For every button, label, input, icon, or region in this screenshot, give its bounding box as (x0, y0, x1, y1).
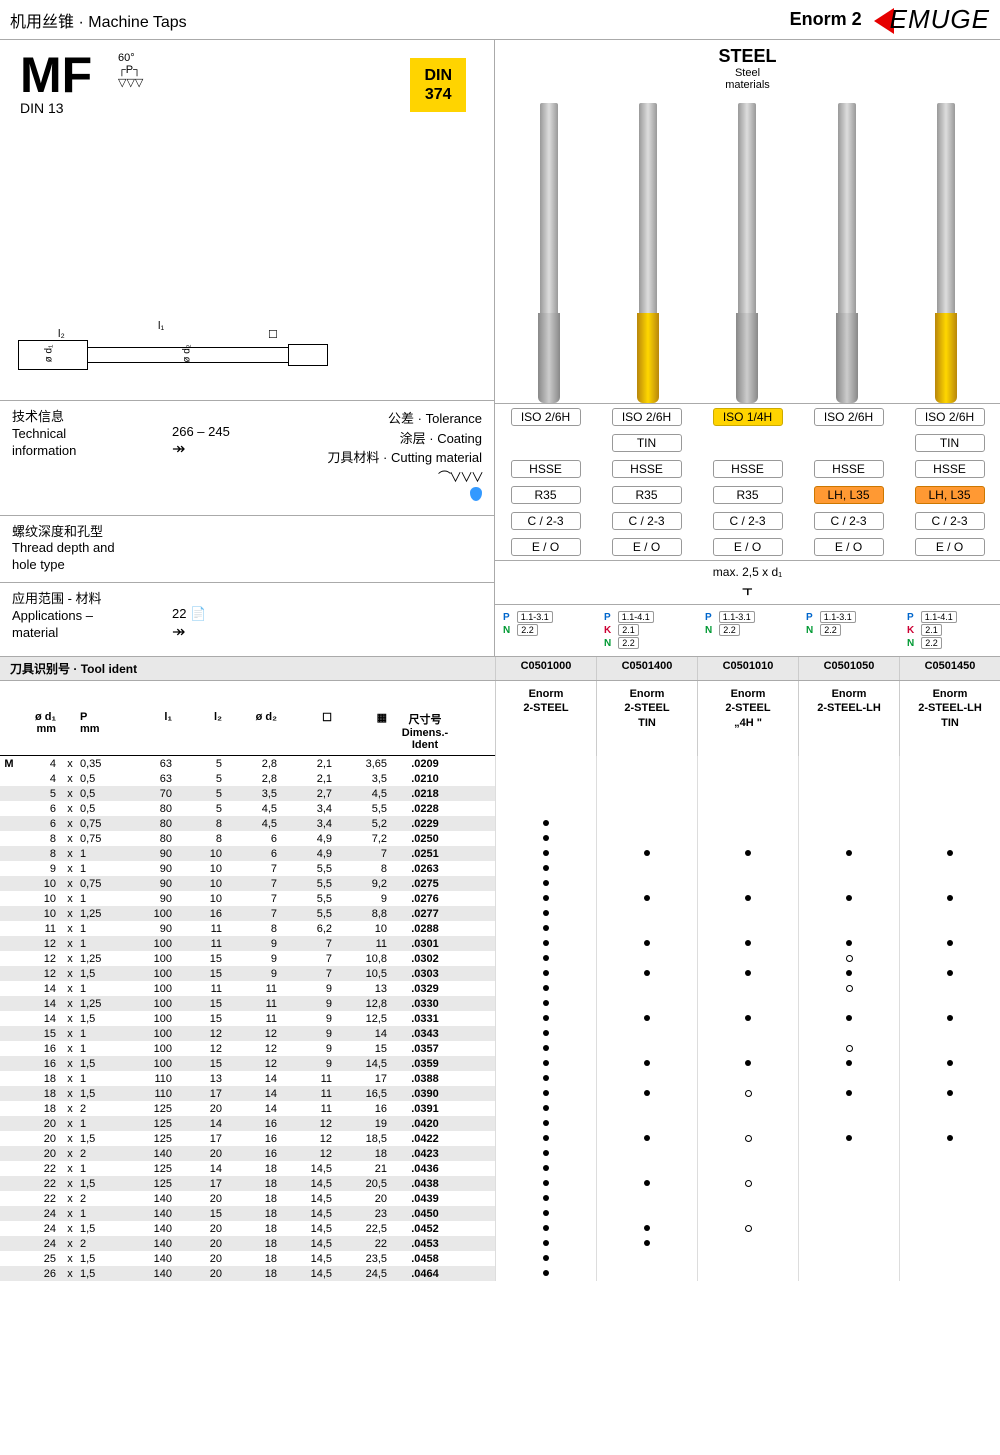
table-row: 25x1,5 14020 1814,5 23,5.0458 (0, 1251, 495, 1266)
table-row: 20x1,5 12517 1612 18,5.0422 (0, 1131, 495, 1146)
table-row: 26x1,5 14020 1814,5 24,5.0464 (0, 1266, 495, 1281)
table-row: 20x2 14020 1612 18.0423 (0, 1146, 495, 1161)
table-row: 20x1 12514 1612 19.0420 (0, 1116, 495, 1131)
table-row: 15x1 10012 129 14.0343 (0, 1026, 495, 1041)
table-row: 12x1,25 10015 97 10,8.0302 (0, 951, 495, 966)
din-badge: DIN374 (410, 58, 466, 112)
coolant-icon (470, 487, 482, 501)
spec-grid: ISO 2/6HISO 2/6HISO 1/4HISO 2/6HISO 2/6H… (495, 403, 1000, 560)
table-row: 8x1 9010 64,9 7.0251 (0, 846, 495, 861)
table-row: 11x1 9011 86,2 10.0288 (0, 921, 495, 936)
applications-row: 应用范围 - 材料 Applications – material 22 📄 ↠ (0, 582, 494, 650)
brand-logo: EMUGE (874, 4, 990, 35)
table-row: 14x1,25 10015 119 12,8.0330 (0, 996, 495, 1011)
steel-header: STEEL Steelmaterials (495, 40, 1000, 93)
table-row: 24x1 14015 1814,5 23.0450 (0, 1206, 495, 1221)
table-row: 6x0,75 808 4,53,4 5,2.0229 (0, 816, 495, 831)
table-row: 24x1,5 14020 1814,5 22,5.0452 (0, 1221, 495, 1236)
table-row: 16x1 10012 129 15.0357 (0, 1041, 495, 1056)
data-table-body: M 4x0,35 635 2,82,1 3,65.0209 4x0,5 635 … (0, 756, 495, 1281)
tap-image (803, 103, 891, 403)
tap-image (505, 103, 593, 403)
table-row: 16x1,5 10015 129 14,5.0359 (0, 1056, 495, 1071)
table-row: 12x1 10011 97 11.0301 (0, 936, 495, 951)
tech-info-row: 技术信息 Technical information 266 – 245 ↠ 公… (0, 400, 494, 515)
table-row: 22x2 14020 1814,5 20.0439 (0, 1191, 495, 1206)
thread-depth-row: 螺纹深度和孔型 Thread depth and hole type (0, 515, 494, 583)
mf-block: 60°┌P┐▽▽▽ MF DIN 13 DIN374 l₁ l₂ ☐ ø d₁ … (0, 40, 494, 400)
tap-image (604, 103, 692, 403)
table-row: 24x2 14020 1814,5 22.0453 (0, 1236, 495, 1251)
table-row: 18x1 11013 1411 17.0388 (0, 1071, 495, 1086)
tap-images-row (495, 93, 1000, 403)
table-header: ø d₁mm Pmm l₁ l₂ ø d₂ ☐ ▦ 尺寸号Dimens.-Ide… (0, 681, 495, 756)
table-row: 10x1 9010 75,5 9.0276 (0, 891, 495, 906)
availability-grid (495, 756, 1000, 1281)
series-name-row: ø d₁mm Pmm l₁ l₂ ø d₂ ☐ ▦ 尺寸号Dimens.-Ide… (0, 680, 1000, 756)
table-row: M 4x0,35 635 2,82,1 3,65.0209 (0, 756, 495, 771)
mf-title: MF (20, 50, 474, 100)
table-row: 14x1 10011 119 13.0329 (0, 981, 495, 996)
table-row: 22x1,5 12517 1814,5 20,5.0438 (0, 1176, 495, 1191)
table-row: 10x1,25 10016 75,5 8,8.0277 (0, 906, 495, 921)
header-title: 机用丝锥 · Machine Taps (10, 8, 187, 32)
table-row: 22x1 12514 1814,5 21.0436 (0, 1161, 495, 1176)
table-row: 10x0,75 9010 75,5 9,2.0275 (0, 876, 495, 891)
table-row: 5x0,5 705 3,52,7 4,5.0218 (0, 786, 495, 801)
tap-image (902, 103, 990, 403)
table-row: 18x2 12520 1411 16.0391 (0, 1101, 495, 1116)
max-depth-note: max. 2,5 x d₁ ⫟ (495, 560, 1000, 604)
table-row: 14x1,5 10015 119 12,5.0331 (0, 1011, 495, 1026)
table-row: 4x0,5 635 2,82,1 3,5.0210 (0, 771, 495, 786)
table-row: 9x1 9010 75,5 8.0263 (0, 861, 495, 876)
table-row: 6x0,5 805 4,53,4 5,5.0228 (0, 801, 495, 816)
table-row: 12x1,5 10015 97 10,5.0303 (0, 966, 495, 981)
tap-diagram: l₁ l₂ ☐ ø d₁ ø d₂ (18, 300, 476, 390)
page-header: 机用丝锥 · Machine Taps Enorm 2 EMUGE (0, 0, 1000, 40)
angle-icon: 60°┌P┐▽▽▽ (118, 52, 143, 89)
app-material-grid: P 1.1-3.1N 2.2P 1.1-4.1K 2.1N 2.2P 1.1-3… (495, 604, 1000, 656)
tap-image (703, 103, 791, 403)
table-row: 18x1,5 11017 1411 16,5.0390 (0, 1086, 495, 1101)
tool-ident-row: 刀具识别号 · Tool ident C0501000C0501400C0501… (0, 656, 1000, 680)
series-name: Enorm 2 (790, 9, 862, 30)
table-row: 8x0,75 808 64,9 7,2.0250 (0, 831, 495, 846)
